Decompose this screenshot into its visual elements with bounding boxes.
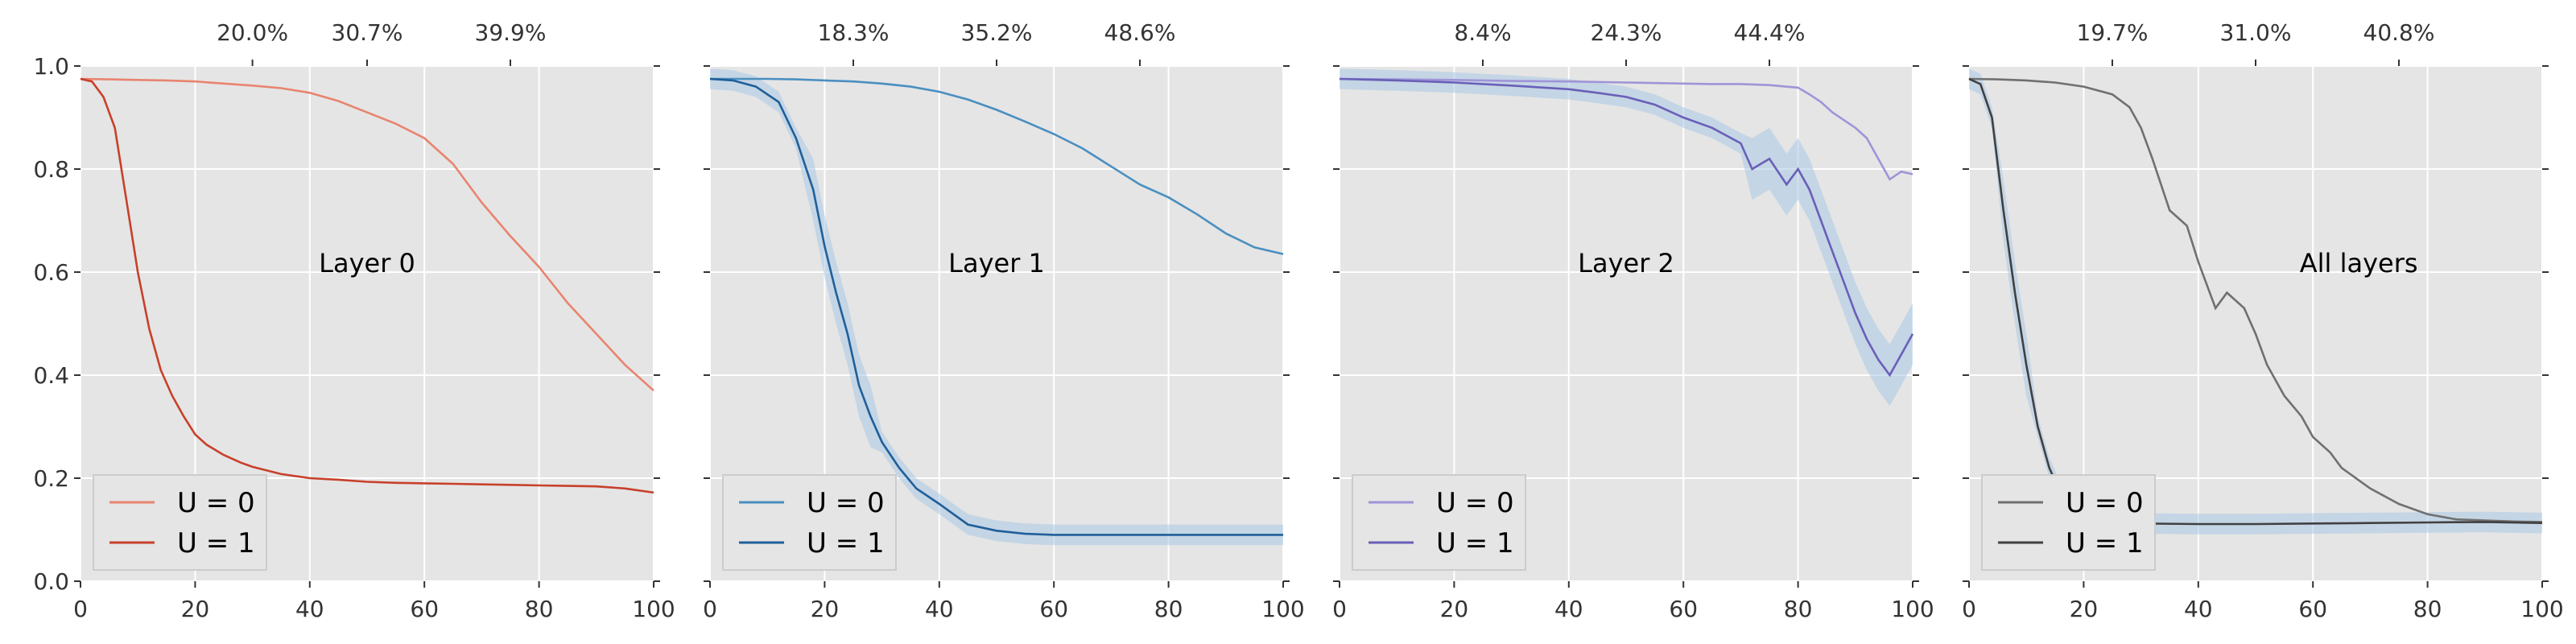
top-tick-label: 30.7% [332, 19, 403, 46]
series-line-u0 [1968, 77, 2543, 523]
legend-label: U = 0 [2066, 487, 2144, 519]
legend-box [1981, 474, 2156, 571]
x-tick-label: 20 [1440, 596, 1469, 622]
x-tick-label: 0 [73, 596, 88, 622]
confidence-band [1340, 68, 1913, 407]
legend-label: U = 0 [807, 487, 885, 519]
y-tick-label: 0.4 [33, 362, 69, 389]
x-tick-label: 80 [2413, 596, 2442, 622]
legend-box [93, 474, 267, 571]
x-tick-label: 60 [1669, 596, 1698, 622]
x-tick-label: 100 [1891, 596, 1934, 622]
legend-label: U = 0 [177, 487, 255, 519]
legend: U = 0 U = 1 [93, 474, 267, 571]
x-tick-label: 60 [2298, 596, 2327, 622]
y-tick-label: 1.0 [33, 53, 69, 80]
legend: U = 0 U = 1 [722, 474, 897, 571]
legend-label: U = 1 [807, 527, 885, 559]
x-tick-label: 40 [2184, 596, 2213, 622]
x-tick-label: 20 [811, 596, 840, 622]
top-tick-label: 40.8% [2363, 19, 2435, 46]
top-tick-label: 24.3% [1591, 19, 1662, 46]
top-tick-label: 35.2% [961, 19, 1033, 46]
panel-title: Layer 0 [319, 248, 415, 279]
x-tick-label: 80 [525, 596, 554, 622]
series-line-u1 [80, 77, 654, 494]
x-tick-label: 0 [1962, 596, 1976, 622]
x-tick-label: 0 [703, 596, 717, 622]
series-line-u1 [1339, 77, 1914, 378]
x-tick-label: 60 [410, 596, 439, 622]
x-tick-label: 100 [632, 596, 675, 622]
legend-box [1352, 474, 1526, 571]
top-tick-label: 39.9% [475, 19, 547, 46]
x-tick-label: 80 [1784, 596, 1813, 622]
top-tick-label: 20.0% [217, 19, 288, 46]
series-line-u0 [80, 77, 654, 392]
series-line-u1 [709, 77, 1283, 536]
y-tick-label: 0.0 [33, 568, 69, 595]
top-tick-label: 44.4% [1734, 19, 1806, 46]
series-line-u0 [1339, 77, 1913, 181]
legend-label: U = 1 [2066, 527, 2144, 559]
x-tick-label: 20 [181, 596, 210, 622]
x-tick-label: 40 [925, 596, 954, 622]
top-tick-label: 48.6% [1104, 19, 1176, 46]
panel-title: Layer 1 [948, 248, 1045, 279]
x-tick-label: 0 [1332, 596, 1347, 622]
chart-panel-4: 0 20 40 60 80 100 19.7% 31.0% 40.8% All layers U =… [1962, 19, 2564, 622]
panel-title: Layer 2 [1578, 248, 1674, 279]
x-tick-label: 40 [1554, 596, 1583, 622]
legend: U = 0 U = 1 [1352, 474, 1526, 571]
legend-label: U = 1 [177, 527, 255, 559]
legend: U = 0 U = 1 [1981, 474, 2156, 571]
series-line-u0 [710, 77, 1284, 255]
y-tick-label: 0.2 [33, 465, 69, 492]
top-tick-label: 18.3% [818, 19, 890, 46]
top-tick-label: 8.4% [1454, 19, 1511, 46]
x-tick-label: 20 [2070, 596, 2099, 622]
x-tick-label: 60 [1039, 596, 1068, 622]
legend-box [722, 474, 897, 571]
y-tick-label: 0.6 [33, 259, 69, 286]
legend-label: U = 1 [1436, 527, 1514, 559]
x-tick-label: 40 [295, 596, 324, 622]
x-tick-label: 100 [1261, 596, 1304, 622]
chart-panel-1: 0.0 0.2 0.4 0.6 0.8 1.0 0 20 40 60 80 100 20.0% 30.7%… [33, 19, 675, 622]
x-tick-label: 80 [1154, 596, 1183, 622]
y-tick-label: 0.8 [33, 156, 69, 183]
panel-title: All layers [2300, 248, 2418, 279]
top-tick-label: 19.7% [2077, 19, 2149, 46]
top-tick-label: 31.0% [2220, 19, 2292, 46]
legend-label: U = 0 [1436, 487, 1514, 519]
x-tick-label: 100 [2520, 596, 2563, 622]
